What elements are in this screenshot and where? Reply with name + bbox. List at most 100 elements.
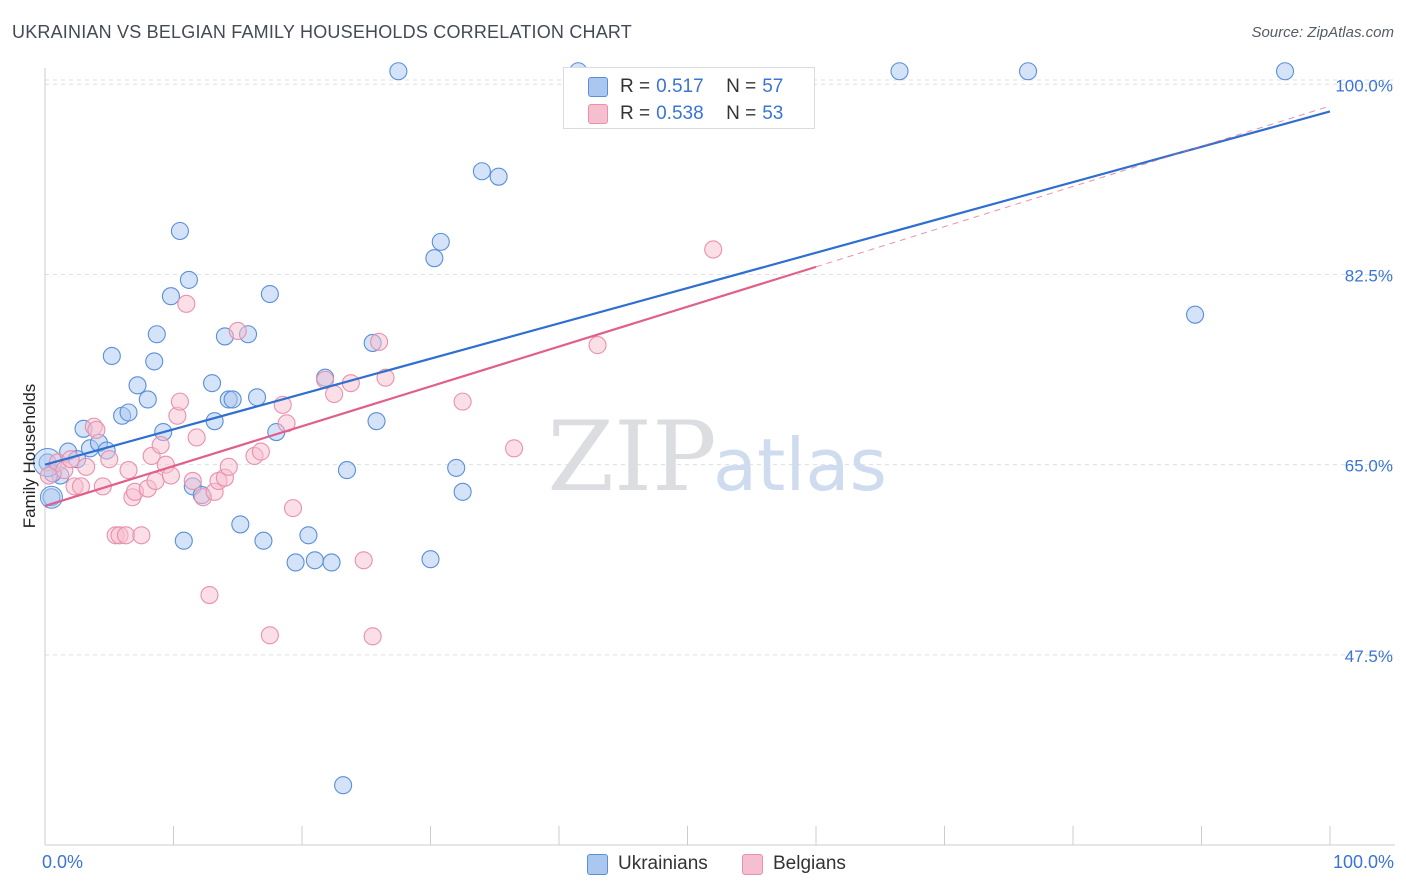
ukrainian-point (205, 412, 224, 431)
belgian-point (116, 526, 136, 545)
source-label: Source: ZipAtlas.com (1251, 24, 1394, 41)
belgians-trend-line-extrapolated (815, 105, 1331, 268)
belgian-point (453, 392, 472, 411)
legend-row-belgians: R = 0.538 N = 53 (588, 101, 783, 127)
belgian-point (228, 321, 247, 341)
legend-swatch-belgians (588, 104, 608, 124)
legend-item-ukrainians[interactable]: Ukrainians (587, 853, 708, 875)
ukrainian-point (147, 325, 166, 344)
grid-lines (45, 79, 1395, 656)
ukrainian-point (260, 284, 279, 304)
belgian-point (504, 439, 524, 458)
chart-title: UKRAINIAN VS BELGIAN FAMILY HOUSEHOLDS C… (12, 22, 633, 42)
ukrainian-point (305, 551, 324, 570)
ukrainian-point (145, 352, 164, 371)
ukrainian-point (1018, 62, 1038, 81)
ukrainian-point (322, 553, 341, 572)
ukrainian-point (453, 482, 472, 501)
ukrainian-point (1275, 62, 1295, 81)
legend-n-label: N = (726, 76, 757, 97)
legend-n-value-ukrainians: 57 (762, 76, 784, 97)
belgians-trend-line (44, 265, 817, 507)
ukrainian-point (102, 346, 121, 366)
ukrainian-point (170, 221, 189, 241)
ukrainian-point (286, 553, 305, 572)
ukrainian-point (1186, 305, 1205, 324)
belgian-point (170, 392, 189, 411)
belgian-point (219, 457, 238, 476)
legend-swatch-ukrainians (587, 853, 608, 875)
trend-lines (44, 105, 1331, 507)
y-axis-title: Family Households (20, 383, 39, 529)
ukrainian-point (472, 162, 491, 181)
ukrainian-point (299, 526, 318, 545)
ukrainian-point (179, 270, 198, 289)
ukrainian-point (337, 461, 357, 480)
ukrainian-point (161, 287, 180, 306)
ukrainian-point (174, 531, 193, 550)
y-tick-label: 82.5% (1345, 266, 1393, 285)
ukrainian-point (367, 412, 386, 431)
belgian-point (588, 336, 607, 355)
legend-label-ukrainians: Ukrainians (618, 853, 708, 874)
ukrainian-point (389, 62, 408, 81)
legend-r-value-ukrainians: 0.517 (656, 76, 704, 97)
axes (44, 68, 1395, 846)
ukrainian-point (138, 390, 157, 409)
y-tick-label: 65.0% (1345, 457, 1393, 476)
legend-swatch-ukrainians (588, 77, 608, 97)
legend-r-value-belgians: 0.538 (656, 103, 704, 124)
ukrainian-point (119, 403, 138, 422)
legend-swatch-belgians (742, 853, 763, 875)
belgian-point (325, 384, 344, 404)
x-tick-label-min: 0.0% (42, 852, 84, 872)
belgian-point (183, 471, 202, 491)
belgian-point (370, 332, 389, 351)
legend-item-belgians[interactable]: Belgians (742, 853, 846, 875)
ukrainian-point (203, 374, 222, 393)
ukrainian-point (231, 515, 250, 534)
belgians-points (39, 240, 723, 646)
belgian-point (87, 420, 106, 439)
correlation-legend: R = 0.517 N = 57 R = 0.538 N = 53 (563, 67, 815, 129)
belgian-point (363, 627, 382, 646)
watermark: ZIP atlas (547, 401, 887, 513)
ukrainian-point (247, 388, 267, 407)
ukrainian-point (421, 550, 440, 569)
belgian-point (177, 294, 196, 313)
ukrainian-point (489, 167, 508, 186)
ukrainian-point (431, 232, 450, 251)
legend-r-label: R = (620, 103, 651, 124)
ukrainian-point (334, 776, 353, 795)
ukrainians-trend-line (44, 110, 1331, 466)
belgian-point (200, 586, 219, 605)
ukrainian-point (254, 531, 273, 550)
ukrainian-point (890, 62, 909, 81)
ukrainian-point (425, 249, 444, 268)
legend-r-label: R = (620, 76, 651, 97)
belgian-point (283, 499, 303, 518)
legend-n-value-belgians: 53 (762, 103, 784, 124)
ukrainian-point (447, 458, 466, 477)
series-legend: Ukrainians Belgians (0, 851, 1406, 879)
belgian-point (354, 551, 373, 570)
belgian-point (146, 471, 165, 491)
y-tick-label: 100.0% (1335, 76, 1393, 95)
ukrainian-point (223, 390, 242, 409)
legend-row-ukrainians: R = 0.517 N = 57 (588, 74, 783, 100)
x-tick-label-max: 100.0% (1332, 852, 1394, 872)
legend-label-belgians: Belgians (773, 853, 846, 874)
belgian-point (132, 526, 151, 545)
belgian-point (77, 457, 96, 476)
y-tick-labels: 47.5% 65.0% 82.5% 100.0% (1335, 76, 1393, 666)
belgian-point (119, 461, 138, 480)
belgian-point (151, 436, 170, 455)
watermark-atlas: atlas (713, 423, 887, 507)
belgian-point (376, 368, 395, 387)
belgian-point (187, 428, 206, 447)
belgian-point (260, 626, 279, 645)
belgian-point (704, 240, 723, 259)
belgian-point (251, 442, 270, 461)
watermark-zip: ZIP (547, 401, 716, 513)
